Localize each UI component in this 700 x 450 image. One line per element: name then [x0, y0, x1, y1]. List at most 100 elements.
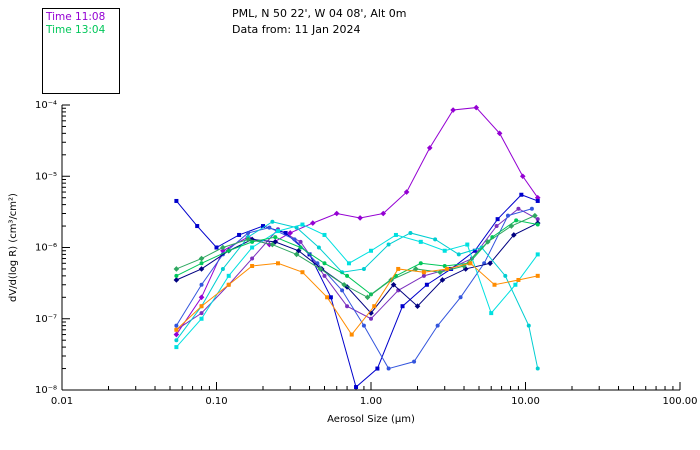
data-marker [380, 210, 387, 217]
data-marker [275, 229, 280, 234]
data-marker [346, 261, 351, 266]
y-tick-label: 10⁻⁴ [35, 100, 57, 111]
data-marker [535, 273, 540, 278]
series-line [176, 224, 539, 348]
data-marker [473, 104, 480, 111]
data-marker [519, 192, 524, 197]
data-marker [317, 266, 324, 272]
data-marker [503, 273, 508, 278]
data-marker [173, 266, 180, 272]
data-marker [174, 198, 179, 203]
data-marker [489, 311, 494, 316]
data-marker [535, 198, 540, 203]
data-marker [328, 295, 333, 300]
data-marker [267, 225, 272, 230]
data-marker [400, 304, 405, 309]
data-marker [316, 245, 321, 250]
data-marker [413, 266, 419, 272]
data-marker [298, 245, 303, 250]
data-marker [514, 218, 519, 223]
y-tick-label: 10⁻⁸ [35, 385, 57, 396]
data-marker [195, 224, 200, 229]
data-marker [414, 303, 421, 310]
data-marker [214, 245, 219, 250]
legend: Time 11:08 Time 13:04 [42, 8, 120, 94]
data-marker [325, 295, 330, 300]
data-marker [535, 217, 540, 222]
data-marker [345, 304, 350, 309]
data-marker [418, 261, 423, 266]
data-marker [250, 263, 255, 268]
data-marker [199, 261, 204, 266]
data-marker [426, 145, 433, 151]
data-marker [322, 273, 327, 278]
data-marker [174, 273, 179, 278]
data-marker [375, 366, 380, 371]
data-marker [333, 210, 340, 217]
data-marker [226, 248, 231, 253]
data-marker [198, 266, 205, 272]
x-tick-label: 100.00 [663, 396, 698, 407]
data-marker [435, 323, 440, 328]
data-marker [174, 338, 179, 343]
data-marker [173, 277, 180, 283]
data-marker [273, 235, 278, 240]
data-marker [250, 245, 255, 250]
data-marker [442, 248, 447, 253]
data-marker [418, 239, 423, 244]
plot-header: PML, N 50 22', W 04 08', Alt 0m Data fro… [232, 6, 406, 38]
data-marker [456, 252, 461, 257]
data-marker [237, 232, 242, 237]
data-marker [458, 295, 463, 300]
data-marker [272, 239, 279, 245]
data-marker [198, 294, 205, 301]
data-marker [424, 282, 429, 287]
data-marker [508, 223, 515, 229]
data-marker [300, 222, 305, 227]
data-marker [354, 385, 359, 390]
data-marker [403, 189, 410, 195]
data-marker [270, 219, 275, 224]
y-tick-label: 10⁻⁷ [35, 314, 57, 325]
data-marker [412, 359, 417, 364]
data-marker [226, 273, 231, 278]
series-line [176, 262, 538, 336]
data-marker [199, 311, 204, 316]
data-marker [516, 206, 521, 211]
legend-entry: Time 13:04 [46, 24, 106, 36]
data-marker [386, 366, 391, 371]
data-marker [300, 270, 305, 275]
series-line [176, 219, 538, 295]
data-marker [516, 277, 521, 282]
data-marker [496, 130, 503, 137]
data-marker [361, 266, 366, 271]
data-marker [287, 230, 294, 236]
data-marker [283, 230, 288, 235]
data-marker [450, 107, 456, 113]
data-marker [472, 248, 477, 253]
data-marker [526, 323, 531, 328]
data-marker [421, 273, 426, 278]
data-marker [199, 282, 204, 287]
data-marker [322, 261, 327, 266]
data-marker [340, 288, 345, 293]
data-marker [275, 261, 280, 266]
data-marker [437, 269, 443, 276]
data-marker [519, 173, 526, 180]
data-marker [535, 366, 540, 371]
data-marker [226, 282, 231, 287]
data-marker [439, 277, 446, 283]
data-marker [357, 215, 363, 221]
data-marker [369, 316, 373, 321]
data-marker [421, 270, 426, 275]
data-marker [444, 266, 449, 271]
data-marker [293, 251, 300, 258]
data-marker [529, 206, 534, 211]
plot-subtitle: Data from: 11 Jan 2024 [232, 23, 361, 36]
data-marker [408, 230, 413, 235]
data-marker [220, 247, 226, 254]
data-marker [220, 244, 226, 251]
data-marker [174, 345, 179, 350]
data-marker [372, 304, 377, 309]
data-marker [492, 282, 497, 287]
